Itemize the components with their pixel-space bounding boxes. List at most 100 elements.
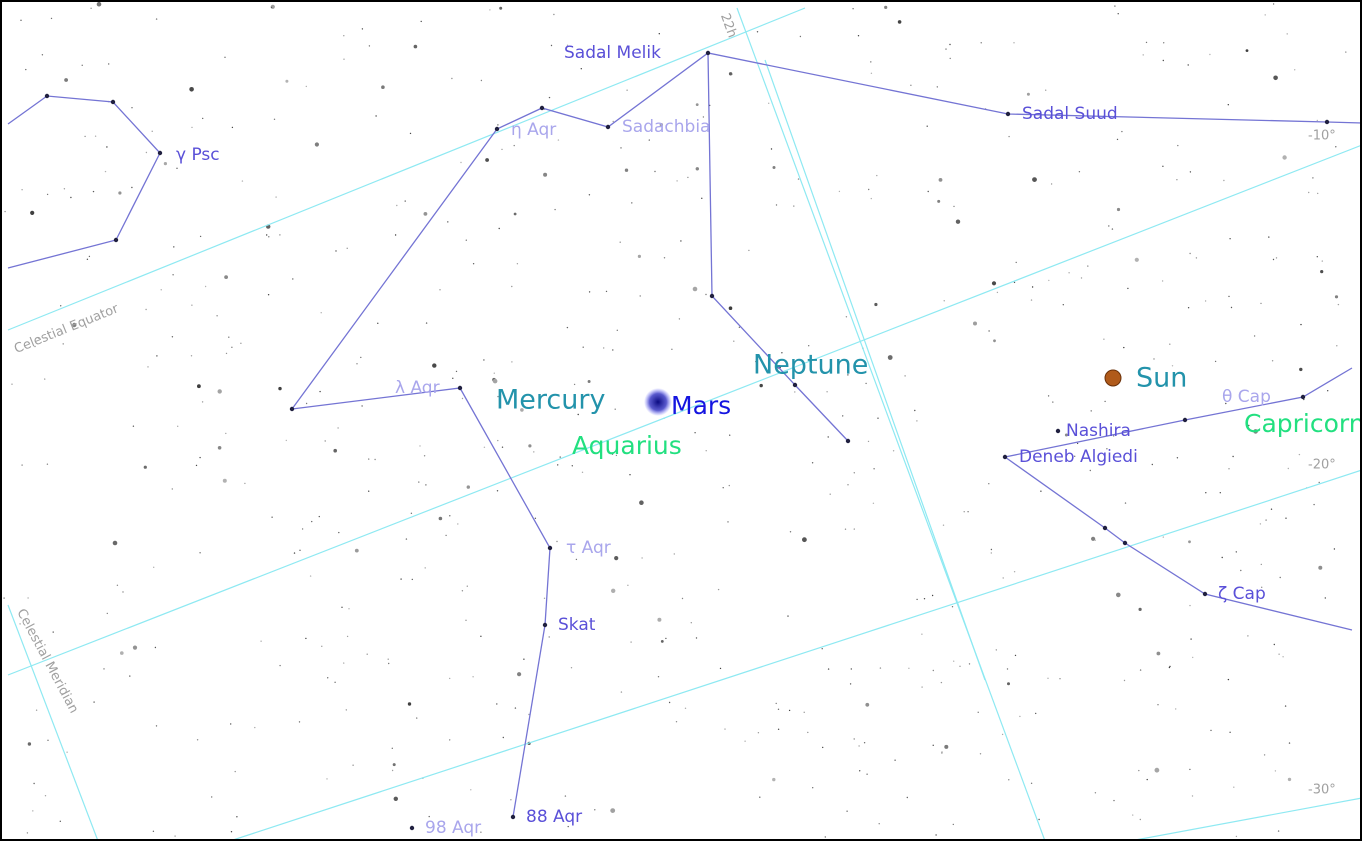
star bbox=[904, 375, 906, 377]
star bbox=[377, 322, 379, 324]
star bbox=[1117, 13, 1119, 15]
star bbox=[564, 795, 567, 797]
star bbox=[1106, 448, 1108, 450]
star bbox=[1146, 778, 1148, 781]
star bbox=[1189, 252, 1191, 255]
star bbox=[1142, 54, 1144, 56]
star bbox=[937, 199, 941, 203]
star bbox=[610, 808, 616, 813]
star bbox=[611, 588, 616, 593]
star bbox=[1145, 41, 1148, 44]
star bbox=[314, 142, 319, 147]
star bbox=[3, 597, 5, 599]
star bbox=[84, 135, 86, 138]
star bbox=[781, 352, 783, 354]
star bbox=[657, 617, 662, 622]
star bbox=[1318, 481, 1320, 484]
star bbox=[775, 204, 778, 206]
star bbox=[493, 372, 495, 374]
star bbox=[204, 285, 207, 288]
star bbox=[343, 662, 345, 664]
grid-line bbox=[736, 7, 1046, 841]
star bbox=[866, 773, 868, 775]
star bbox=[497, 395, 499, 398]
star bbox=[393, 796, 398, 801]
star bbox=[908, 667, 910, 669]
star bbox=[654, 170, 656, 173]
constellation-star bbox=[547, 545, 553, 551]
star bbox=[1045, 89, 1047, 91]
star bbox=[894, 759, 896, 761]
star bbox=[567, 825, 569, 828]
star bbox=[44, 795, 47, 797]
star bbox=[1074, 455, 1076, 457]
star bbox=[1272, 3, 1275, 5]
star bbox=[1157, 704, 1159, 706]
star bbox=[993, 339, 996, 343]
star bbox=[1116, 592, 1121, 598]
star bbox=[1286, 33, 1288, 35]
star bbox=[1333, 548, 1336, 550]
star bbox=[1240, 569, 1242, 572]
star bbox=[603, 347, 605, 349]
constellation-star bbox=[1202, 591, 1208, 597]
star bbox=[1274, 770, 1277, 772]
star bbox=[449, 515, 451, 517]
star bbox=[449, 739, 451, 741]
star bbox=[348, 608, 350, 610]
star-label: τ Aqr bbox=[566, 538, 611, 558]
star bbox=[973, 321, 977, 326]
star bbox=[499, 6, 503, 10]
star bbox=[620, 147, 622, 149]
star bbox=[543, 597, 546, 599]
star bbox=[480, 79, 483, 82]
star bbox=[729, 434, 731, 436]
star bbox=[648, 139, 650, 141]
star bbox=[461, 397, 464, 400]
star bbox=[873, 468, 875, 470]
star bbox=[858, 745, 860, 747]
star bbox=[1248, 424, 1250, 427]
star bbox=[775, 702, 777, 705]
star bbox=[1228, 295, 1230, 298]
grid-line bbox=[764, 59, 986, 681]
star-label: θ Cap bbox=[1222, 387, 1271, 407]
planet-label: Sun bbox=[1136, 363, 1187, 394]
star bbox=[1176, 179, 1178, 181]
star bbox=[1313, 503, 1315, 506]
constellation-star bbox=[845, 438, 851, 444]
star bbox=[202, 117, 204, 120]
star bbox=[457, 523, 459, 525]
star bbox=[1068, 272, 1070, 274]
star bbox=[1317, 192, 1319, 195]
star bbox=[92, 190, 95, 193]
star bbox=[455, 370, 458, 373]
star bbox=[733, 340, 735, 342]
star bbox=[356, 363, 358, 365]
star bbox=[319, 390, 321, 393]
constellation-star bbox=[1324, 119, 1330, 125]
star bbox=[1195, 257, 1198, 259]
star bbox=[996, 291, 999, 294]
star bbox=[32, 810, 34, 812]
star bbox=[952, 823, 954, 826]
constellation-star bbox=[605, 124, 611, 130]
star bbox=[1001, 733, 1004, 736]
star bbox=[995, 649, 997, 651]
star bbox=[870, 61, 872, 63]
star bbox=[88, 255, 91, 258]
star bbox=[497, 439, 499, 442]
star bbox=[34, 345, 36, 348]
star bbox=[1139, 669, 1142, 671]
star bbox=[345, 709, 347, 711]
star bbox=[870, 72, 873, 75]
star bbox=[727, 521, 729, 523]
star bbox=[1062, 304, 1065, 306]
star bbox=[668, 701, 671, 704]
star bbox=[1019, 715, 1021, 718]
star bbox=[343, 35, 345, 37]
star bbox=[404, 200, 406, 202]
star bbox=[424, 567, 426, 569]
star bbox=[874, 302, 878, 307]
